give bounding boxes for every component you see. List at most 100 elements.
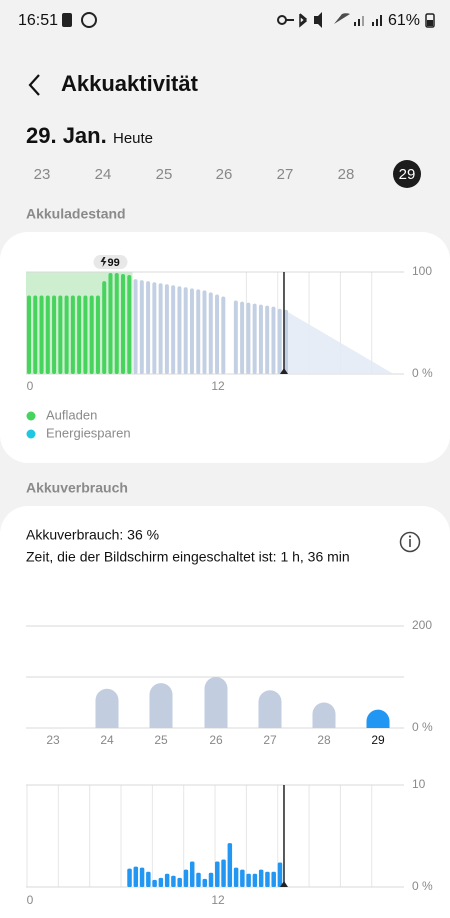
peak-label: 99: [107, 257, 119, 269]
battery-bar: [64, 295, 69, 374]
hour-bar: [152, 879, 157, 887]
hour-bar: [240, 869, 245, 887]
hour-bar: [189, 861, 195, 887]
peak-badge: [93, 255, 128, 270]
y-tick-label: 200: [412, 618, 432, 632]
battery-bar: [196, 289, 201, 374]
battery-bar: [33, 295, 38, 374]
day-bar: [366, 709, 390, 728]
y-tick-label: 100: [412, 264, 432, 278]
battery-bar: [171, 285, 176, 374]
battery-bar: [240, 301, 245, 374]
battery-bar: [89, 295, 94, 374]
hour-bar: [246, 873, 251, 887]
legend-label: Aufladen: [46, 407, 97, 422]
hour-bar: [258, 869, 264, 887]
now-marker: [279, 881, 288, 887]
battery-bar: [177, 286, 182, 374]
hour-bar: [196, 872, 201, 887]
y-tick-label: 10: [412, 777, 426, 791]
status-icon: [62, 13, 72, 27]
hour-bar: [227, 843, 233, 887]
date-title: 29. Jan.: [26, 123, 107, 148]
x-tick-label: 0: [27, 379, 34, 393]
hour-bar: [146, 871, 151, 887]
battery-bar: [183, 287, 188, 374]
hour-bar: [252, 873, 258, 887]
battery-bar: [45, 295, 50, 374]
battery-bar: [127, 275, 132, 374]
battery-bar: [202, 290, 207, 374]
battery-bar: [283, 309, 288, 374]
hour-bar: [221, 859, 226, 887]
battery-bar: [258, 304, 263, 374]
battery-bar: [246, 302, 251, 374]
battery-bar: [189, 288, 194, 374]
usage-summary: Akkuverbrauch: 36 %: [26, 527, 159, 543]
back-button[interactable]: [28, 74, 40, 96]
section-title: Akkuverbrauch: [26, 480, 128, 496]
battery-bar: [27, 295, 31, 374]
hour-bar: [133, 866, 139, 887]
status-icons: [277, 12, 435, 28]
hour-bar: [271, 871, 276, 887]
hour-bar: [177, 877, 182, 887]
hour-bar: [171, 875, 176, 887]
battery-bar: [152, 282, 157, 374]
now-marker: [279, 368, 288, 374]
battery-bar: [233, 300, 238, 374]
battery-bar: [121, 274, 126, 374]
battery-bar: [158, 283, 163, 374]
day-bar: [204, 677, 228, 728]
battery-bar: [146, 281, 151, 374]
info-button[interactable]: [399, 531, 421, 553]
battery-bar: [95, 295, 100, 374]
hour-bar: [158, 877, 164, 887]
battery-bar: [271, 306, 276, 374]
day-tab[interactable]: 25: [156, 166, 173, 183]
battery-bar: [265, 305, 270, 374]
day-bar: [258, 690, 282, 728]
hour-bar: [183, 869, 189, 887]
hour-bar: [265, 871, 270, 887]
hour-bar: [127, 868, 132, 887]
battery-bar: [58, 295, 63, 374]
day-tab[interactable]: 24: [95, 166, 112, 183]
battery-bar: [108, 273, 113, 374]
screen-time: Zeit, die der Bildschirm eingeschaltet i…: [26, 549, 350, 565]
hour-bar: [277, 862, 283, 887]
battery-bar: [39, 295, 44, 374]
day-tab[interactable]: 23: [34, 166, 51, 183]
status-battery: 61%: [388, 12, 420, 29]
x-tick-label: 24: [100, 733, 114, 747]
day-tab[interactable]: 29: [399, 166, 416, 183]
battery-bar: [70, 295, 75, 374]
battery-bar: [139, 280, 144, 374]
hour-bar: [208, 872, 214, 887]
day-selected: [393, 160, 421, 188]
battery-bar: [277, 308, 282, 374]
hour-bar: [139, 867, 145, 887]
day-bar: [95, 688, 119, 728]
forecast: [283, 309, 394, 374]
status-icon: [81, 12, 97, 28]
battery-bar: [83, 295, 88, 374]
day-tab[interactable]: 28: [338, 166, 355, 183]
x-tick-label: 26: [209, 733, 223, 747]
y-tick-label: 0 %: [412, 879, 433, 893]
legend-dot: [26, 429, 36, 439]
legend-dot: [26, 411, 36, 421]
x-tick-label: 28: [317, 733, 331, 747]
status-time: 16:51: [18, 12, 58, 29]
section-title: Akkuladestand: [26, 206, 126, 222]
battery-bar: [208, 292, 213, 374]
battery-bar: [133, 279, 138, 374]
battery-bar: [114, 273, 119, 374]
x-tick-label: 29: [371, 733, 385, 747]
day-tab[interactable]: 26: [216, 166, 233, 183]
day-tab[interactable]: 27: [277, 166, 294, 183]
battery-bar: [102, 281, 107, 374]
x-tick-label: 12: [211, 379, 225, 393]
